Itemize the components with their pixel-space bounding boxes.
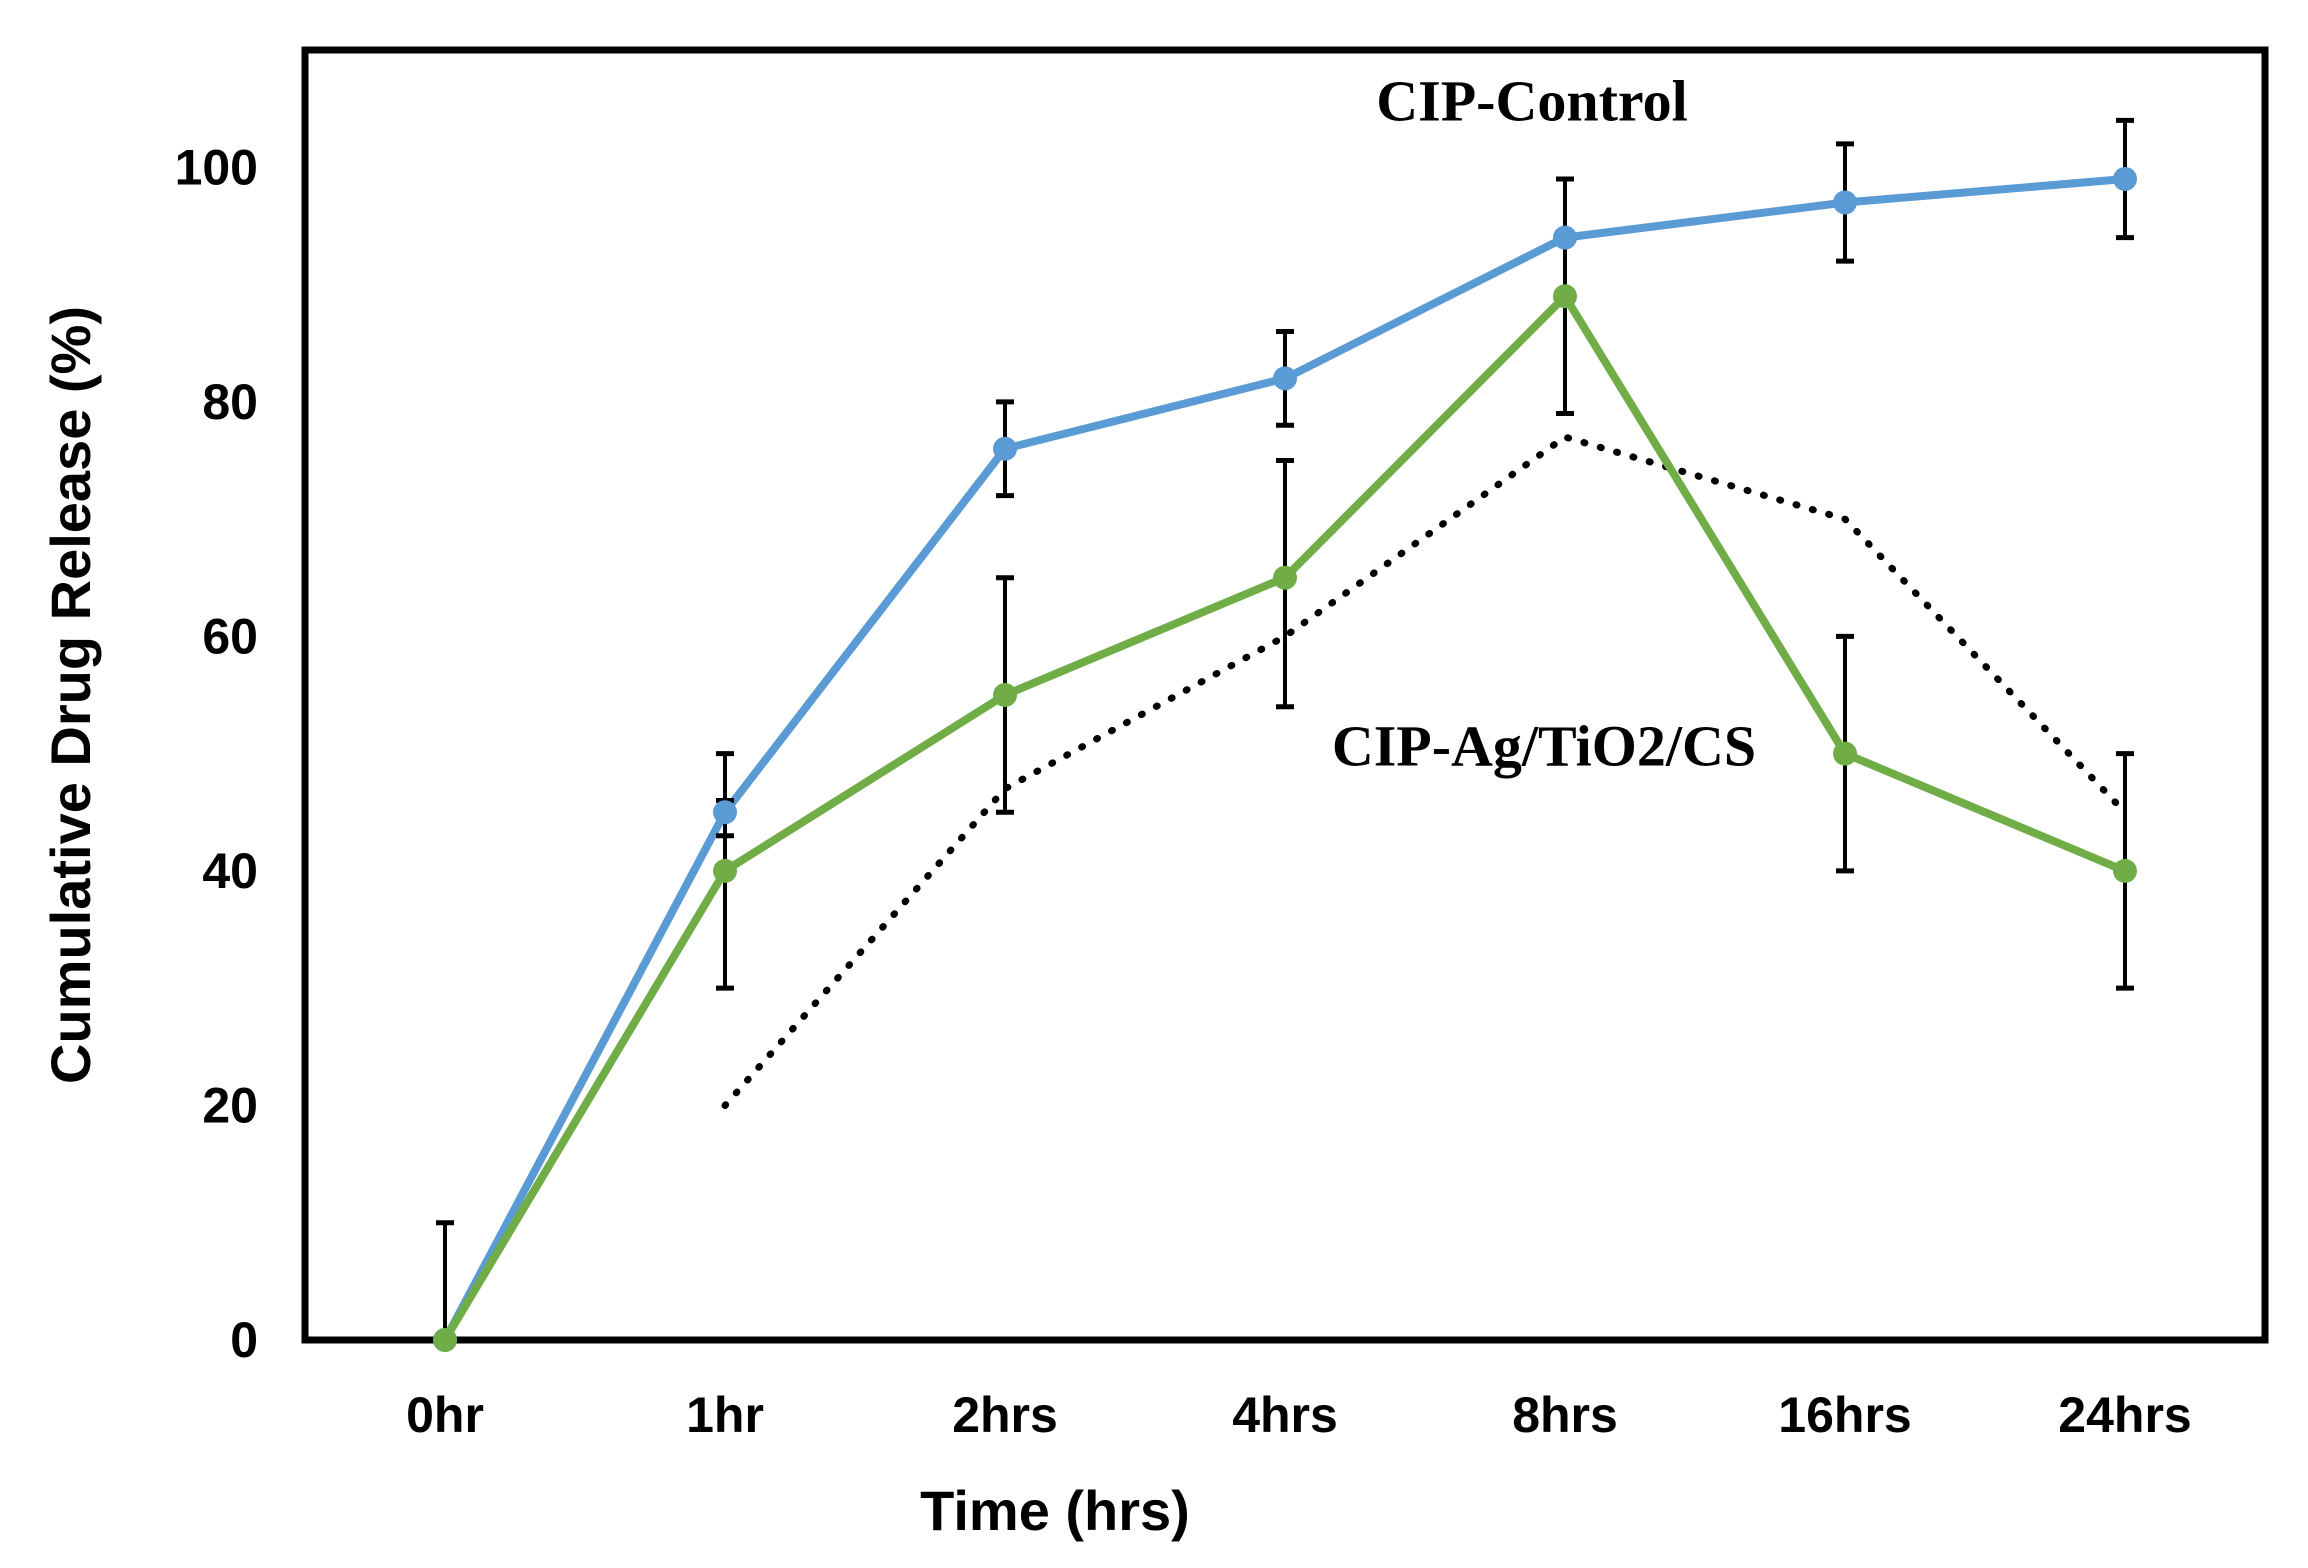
dotted-series-layer xyxy=(721,433,2129,1109)
annotations-layer: CIP-Control CIP-Ag/TiO2/CS xyxy=(1332,68,1756,778)
cip-ag-tio2-cs-error-bar-0hr xyxy=(436,1220,454,1340)
x-axis-title: Time (hrs) xyxy=(920,1479,1190,1542)
cip-ag-tio2-cs-point-8hrs xyxy=(1553,284,1577,309)
y-tick-label-80: 80 xyxy=(202,374,258,430)
markers-layer xyxy=(433,167,2137,1352)
y-tick-label-0: 0 xyxy=(230,1312,258,1368)
annotation-cip-ag-tio2-cs: CIP-Ag/TiO2/CS xyxy=(1332,713,1756,778)
dotted-series-line xyxy=(721,433,2129,1109)
cip-ag-tio2-cs-point-2hrs xyxy=(993,683,1017,707)
annotation-cip-control: CIP-Control xyxy=(1376,68,1687,133)
x-tick-label-16hrs: 16hrs xyxy=(1778,1387,1911,1443)
cip-ag-tio2-cs-point-1hr xyxy=(713,858,737,883)
x-tick-label-8hrs: 8hrs xyxy=(1512,1387,1618,1443)
plot-frame xyxy=(301,46,2269,1344)
x-tick-label-2hrs: 2hrs xyxy=(952,1387,1058,1443)
cip-ag-tio2-cs-point-16hrs xyxy=(1833,741,1857,766)
y-tick-label-20: 20 xyxy=(202,1077,258,1133)
y-tick-label-60: 60 xyxy=(202,608,258,664)
x-axis-ticks: 0hr 1hr 2hrs 4hrs 8hrs 16hrs 24hrs xyxy=(406,1387,2192,1443)
cip-control-point-1hr xyxy=(713,800,737,825)
cip-control-point-16hrs xyxy=(1833,190,1857,215)
error-bars-layer xyxy=(436,117,2134,1340)
y-axis-ticks: 0 20 40 60 80 100 xyxy=(175,139,258,1368)
y-tick-label-100: 100 xyxy=(175,139,258,195)
x-tick-label-24hrs: 24hrs xyxy=(2058,1387,2191,1443)
cip-ag-tio2-cs-point-24hrs xyxy=(2113,858,2137,883)
y-axis-title: Cumulative Drug Release (%) xyxy=(39,306,102,1084)
x-tick-label-0hr: 0hr xyxy=(406,1387,484,1443)
cip-control-point-24hrs xyxy=(2113,167,2137,191)
cip-control-point-2hrs xyxy=(993,436,1017,461)
cip-ag-tio2-cs-point-0hr xyxy=(433,1328,457,1352)
y-tick-label-40: 40 xyxy=(202,843,258,899)
cip-control-point-8hrs xyxy=(1553,225,1577,250)
x-tick-label-1hr: 1hr xyxy=(686,1387,764,1443)
cip-ag-tio2-cs-line xyxy=(441,292,2127,1343)
cip-ag-tio2-cs-point-4hrs xyxy=(1273,565,1297,590)
x-tick-label-4hrs: 4hrs xyxy=(1232,1387,1338,1443)
cip-control-point-4hrs xyxy=(1273,366,1297,391)
